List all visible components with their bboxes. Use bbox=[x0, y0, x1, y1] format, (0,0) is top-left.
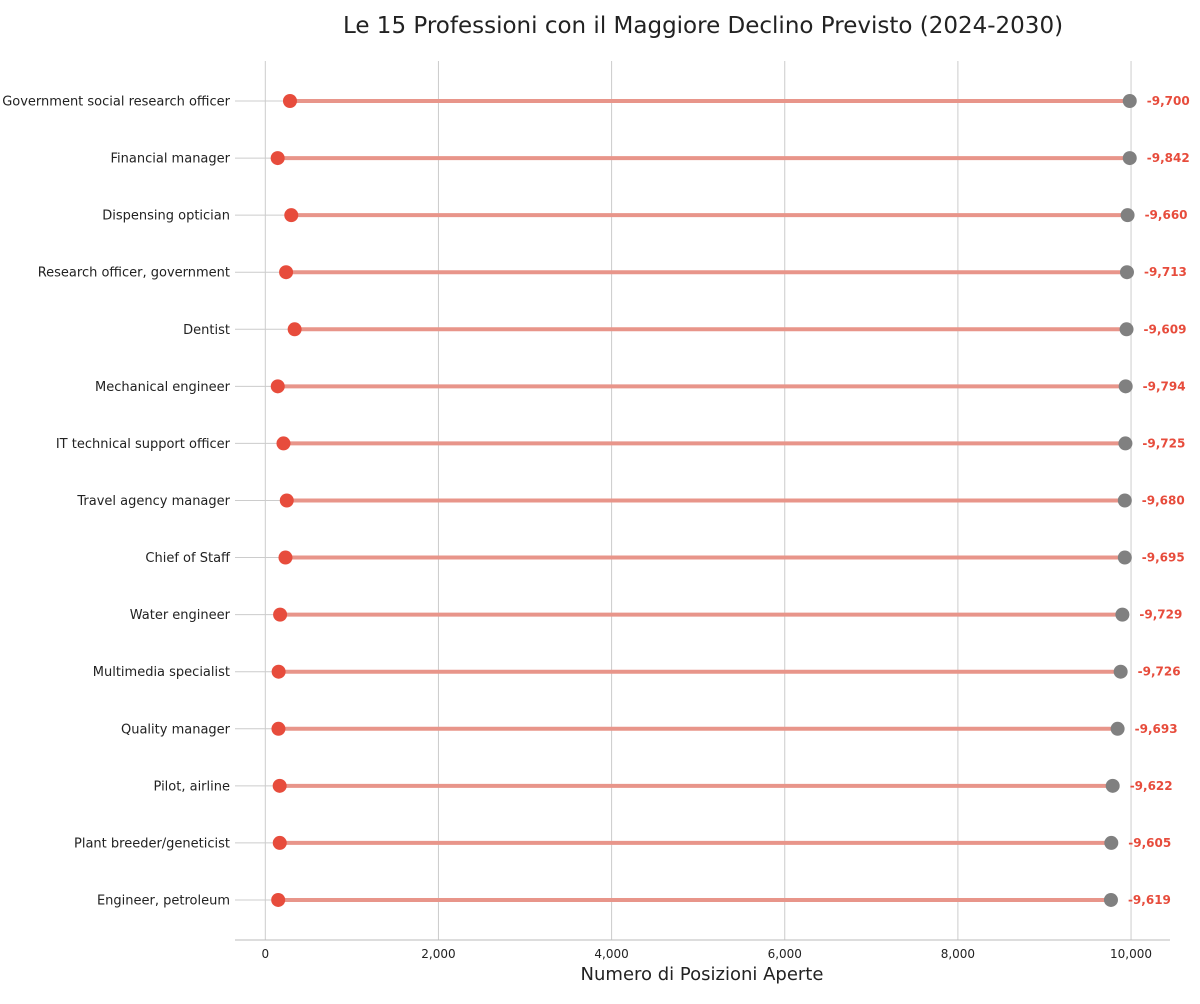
chart-title: Le 15 Professioni con il Maggiore Declin… bbox=[343, 13, 1063, 39]
end-point bbox=[282, 94, 297, 108]
y-category-label: Financial manager bbox=[111, 152, 231, 167]
start-point bbox=[1104, 835, 1119, 850]
start-point bbox=[1119, 322, 1134, 337]
end-point bbox=[278, 550, 293, 565]
y-category-label: Dentist bbox=[183, 323, 230, 338]
change-label: -9,660 bbox=[1145, 208, 1188, 222]
y-category-label: Chief of Staff bbox=[145, 551, 231, 566]
change-label: -9,842 bbox=[1147, 151, 1190, 165]
end-point bbox=[270, 151, 285, 166]
data-marks: -9,700 -9,842 -9,660 -9,713 -9,609 -9,794 -9,7… bbox=[270, 94, 1190, 907]
start-point bbox=[1122, 151, 1137, 166]
change-label: -9,609 bbox=[1144, 322, 1187, 336]
y-category-label: Engineer, petroleum bbox=[97, 893, 230, 908]
y-category-label: Dispensing optician bbox=[102, 209, 230, 224]
change-label: -9,605 bbox=[1128, 836, 1171, 850]
y-category-label: Mechanical engineer bbox=[95, 380, 231, 395]
x-tick-labels: 0 2,000 4,000 6,000 8,000 10,000 bbox=[261, 947, 1152, 961]
change-label: -9,695 bbox=[1142, 551, 1185, 565]
x-tick-label: 6,000 bbox=[768, 947, 802, 961]
start-point bbox=[1110, 721, 1125, 736]
end-point bbox=[270, 379, 285, 394]
end-point bbox=[276, 436, 291, 451]
end-point bbox=[287, 322, 302, 337]
change-label: -9,619 bbox=[1128, 893, 1171, 907]
end-point bbox=[271, 721, 286, 736]
y-category-label: Research officer, government bbox=[38, 266, 230, 281]
start-point bbox=[1119, 265, 1134, 280]
y-category-label: Multimedia specialist bbox=[93, 665, 230, 680]
start-point bbox=[1113, 664, 1128, 679]
end-point bbox=[272, 778, 287, 793]
x-tick-label: 2,000 bbox=[421, 947, 455, 961]
change-label: -9,726 bbox=[1138, 665, 1181, 679]
start-point bbox=[1117, 493, 1132, 508]
y-category-label: Plant breeder/geneticist bbox=[74, 836, 230, 851]
change-label: -9,700 bbox=[1147, 94, 1190, 108]
start-point bbox=[1118, 379, 1133, 394]
start-point bbox=[1103, 892, 1118, 907]
end-point bbox=[273, 607, 288, 622]
change-label: -9,693 bbox=[1135, 722, 1178, 736]
change-label: -9,622 bbox=[1130, 779, 1173, 793]
end-point bbox=[272, 835, 287, 850]
start-point bbox=[1120, 208, 1135, 223]
start-point bbox=[1115, 607, 1130, 622]
y-category-label: Government social research officer bbox=[2, 95, 230, 110]
y-category-label: Water engineer bbox=[130, 608, 231, 623]
start-point bbox=[1118, 436, 1133, 451]
change-label: -9,725 bbox=[1142, 436, 1185, 450]
category-labels: Government social research officer Financ… bbox=[2, 95, 231, 909]
y-category-label: Pilot, airline bbox=[154, 779, 230, 794]
x-tick-label: 4,000 bbox=[594, 947, 628, 961]
y-category-label: Quality manager bbox=[121, 722, 231, 737]
end-point bbox=[271, 664, 286, 679]
x-tick-label: 10,000 bbox=[1110, 947, 1152, 961]
start-point bbox=[1117, 550, 1132, 565]
end-point bbox=[284, 208, 299, 223]
x-tick-label: 8,000 bbox=[941, 947, 975, 961]
change-label: -9,680 bbox=[1142, 493, 1185, 507]
y-category-label: IT technical support officer bbox=[56, 437, 231, 452]
end-point bbox=[279, 265, 294, 280]
x-tick-label: 0 bbox=[261, 947, 269, 961]
x-axis-label: Numero di Posizioni Aperte bbox=[581, 964, 824, 985]
end-point bbox=[271, 892, 286, 907]
start-point bbox=[1105, 778, 1120, 793]
start-point bbox=[1122, 94, 1137, 108]
y-category-label: Travel agency manager bbox=[76, 494, 230, 509]
change-label: -9,729 bbox=[1139, 608, 1182, 622]
change-label: -9,713 bbox=[1144, 265, 1187, 279]
change-label: -9,794 bbox=[1143, 379, 1186, 393]
end-point bbox=[279, 493, 294, 508]
